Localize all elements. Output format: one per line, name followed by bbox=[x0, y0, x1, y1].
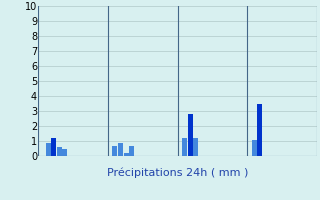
Bar bbox=[129, 146, 134, 156]
Bar bbox=[257, 104, 262, 156]
Bar bbox=[62, 148, 67, 156]
Bar bbox=[182, 138, 187, 156]
Bar bbox=[188, 114, 193, 156]
Bar bbox=[57, 147, 62, 156]
Bar bbox=[252, 140, 257, 156]
Bar bbox=[46, 142, 51, 156]
Bar bbox=[51, 138, 56, 156]
X-axis label: Précipitations 24h ( mm ): Précipitations 24h ( mm ) bbox=[107, 167, 248, 178]
Bar bbox=[124, 153, 129, 156]
Bar bbox=[112, 146, 117, 156]
Bar bbox=[118, 142, 123, 156]
Bar bbox=[193, 138, 198, 156]
